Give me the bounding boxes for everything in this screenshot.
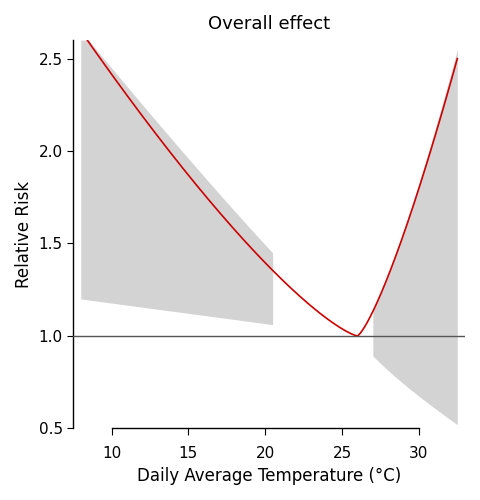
Y-axis label: Relative Risk: Relative Risk: [15, 180, 33, 288]
X-axis label: Daily Average Temperature (°C): Daily Average Temperature (°C): [137, 467, 401, 485]
Title: Overall effect: Overall effect: [208, 15, 330, 33]
